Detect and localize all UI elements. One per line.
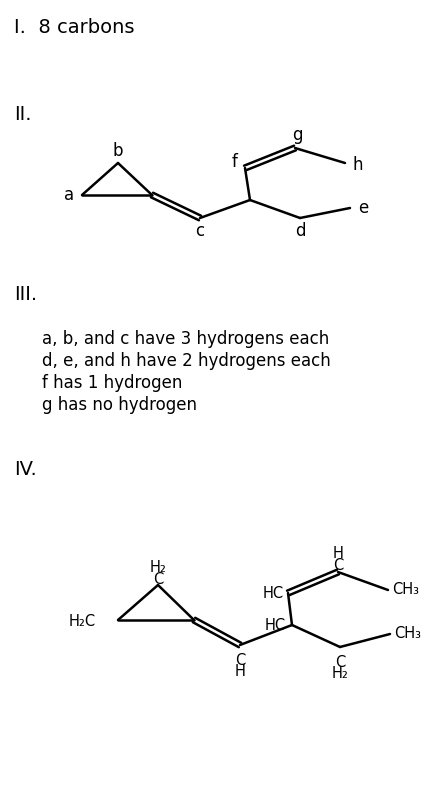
Text: H: H xyxy=(332,546,343,562)
Text: d, e, and h have 2 hydrogens each: d, e, and h have 2 hydrogens each xyxy=(42,352,331,370)
Text: a: a xyxy=(64,186,74,204)
Text: g: g xyxy=(292,126,302,144)
Text: g has no hydrogen: g has no hydrogen xyxy=(42,396,197,414)
Text: III.: III. xyxy=(14,285,37,304)
Text: CH₃: CH₃ xyxy=(392,582,419,598)
Text: e: e xyxy=(358,199,368,217)
Text: CH₃: CH₃ xyxy=(394,626,421,642)
Text: C: C xyxy=(333,558,343,573)
Text: II.: II. xyxy=(14,105,31,124)
Text: c: c xyxy=(195,222,205,240)
Text: IV.: IV. xyxy=(14,460,37,479)
Text: f: f xyxy=(232,153,238,171)
Text: H₂: H₂ xyxy=(332,666,348,681)
Text: f has 1 hydrogen: f has 1 hydrogen xyxy=(42,374,183,392)
Text: I.  8 carbons: I. 8 carbons xyxy=(14,18,134,37)
Text: HC: HC xyxy=(265,618,286,633)
Text: a, b, and c have 3 hydrogens each: a, b, and c have 3 hydrogens each xyxy=(42,330,329,348)
Text: C: C xyxy=(335,655,345,670)
Text: d: d xyxy=(295,222,305,240)
Text: C: C xyxy=(153,571,163,586)
Text: C: C xyxy=(235,653,245,668)
Text: b: b xyxy=(113,142,123,160)
Text: H₂: H₂ xyxy=(149,561,167,575)
Text: h: h xyxy=(353,156,363,174)
Text: H: H xyxy=(235,664,245,679)
Text: HC: HC xyxy=(263,586,284,601)
Text: H₂C: H₂C xyxy=(69,614,96,629)
